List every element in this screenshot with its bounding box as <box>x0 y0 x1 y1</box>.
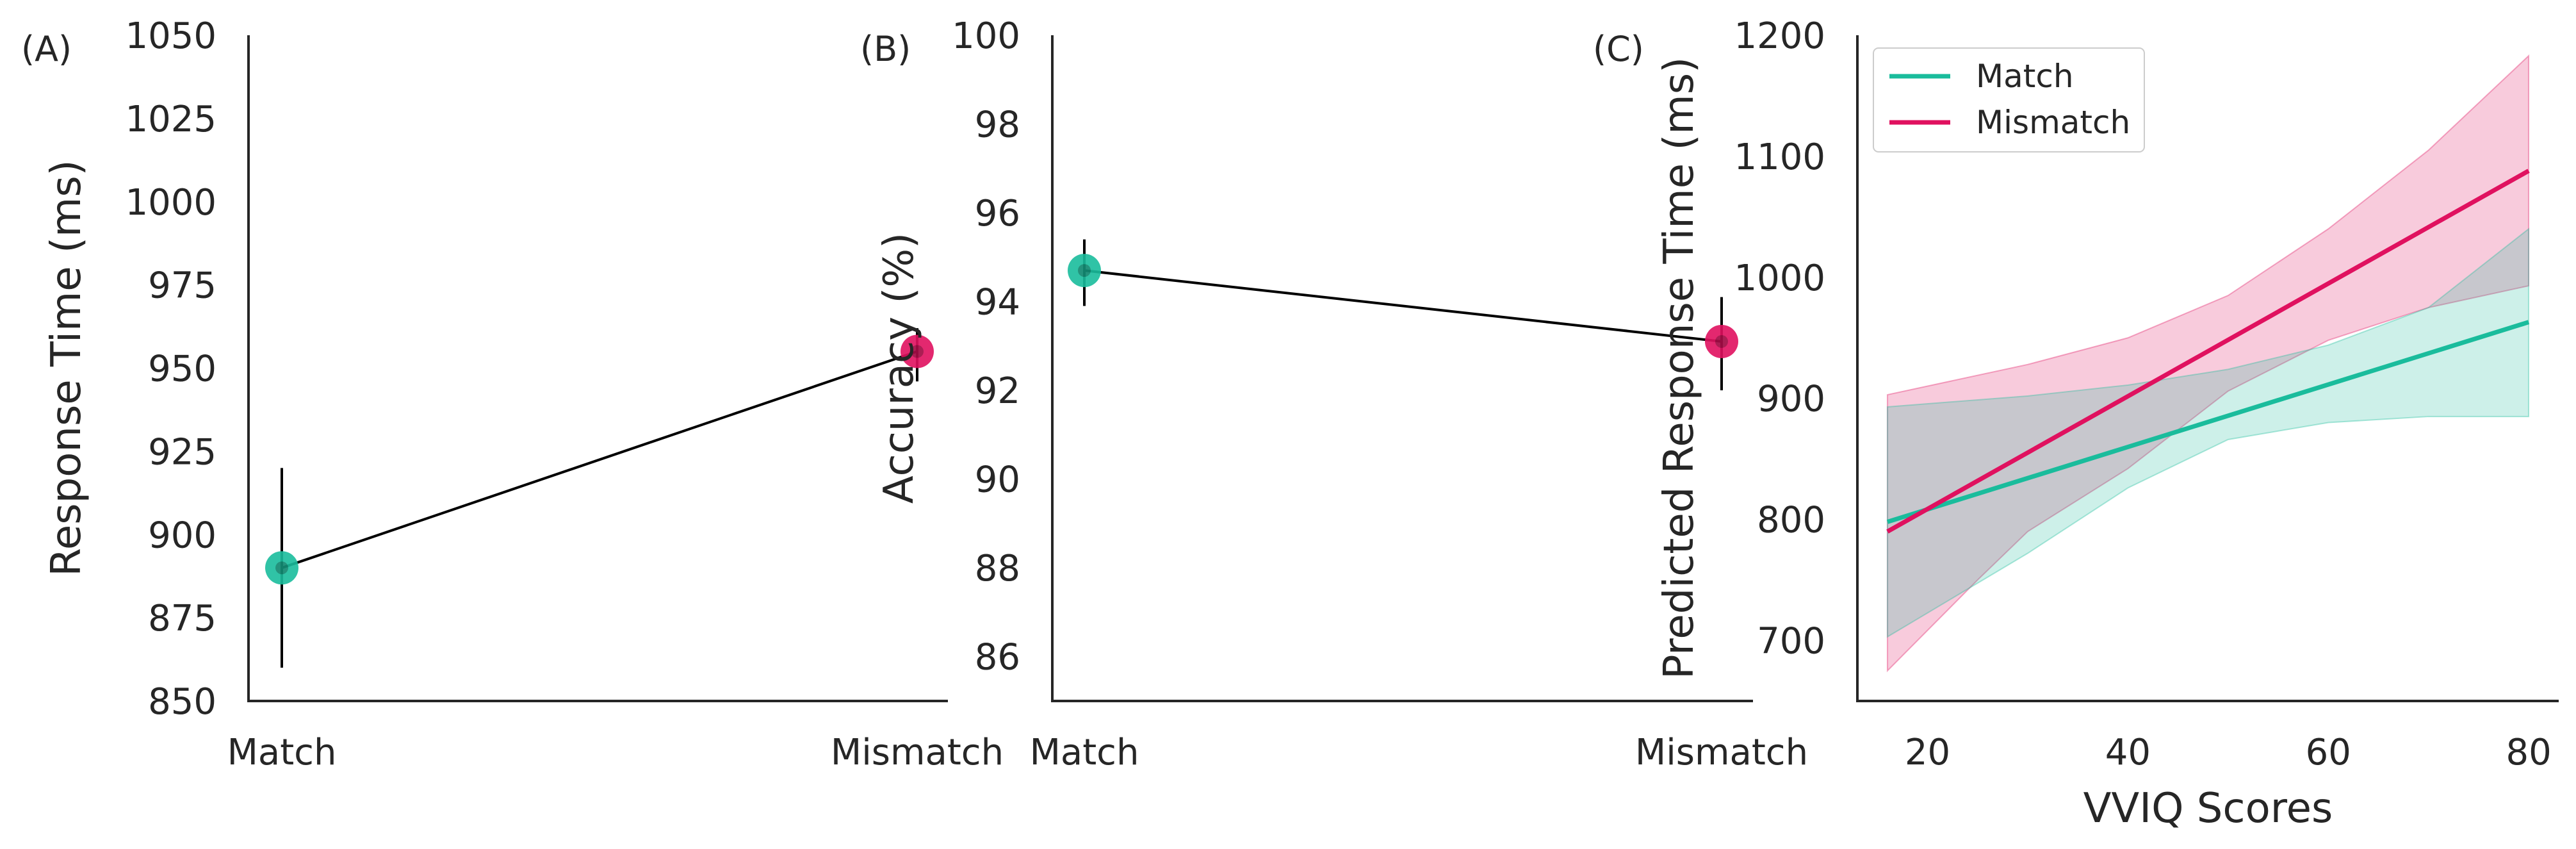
confidence-band-mismatch <box>1886 54 2530 673</box>
y-tick-label: 100 <box>952 15 1020 57</box>
connecting-line <box>281 350 918 570</box>
y-tick-label: 925 <box>148 431 216 473</box>
data-point-mismatch <box>901 334 934 368</box>
x-tick-label: Mismatch <box>1635 732 1808 773</box>
data-point-center <box>1715 334 1728 348</box>
x-tick-label: 80 <box>2506 732 2551 773</box>
y-tick-label: 975 <box>148 265 216 307</box>
y-axis-title: Predicted Response Time (ms) <box>1656 57 1703 679</box>
y-tick-label: 92 <box>975 370 1020 412</box>
legend-label-match: Match <box>1976 58 2074 95</box>
y-tick-label: 1000 <box>125 182 216 224</box>
x-tick-label: 40 <box>2105 732 2151 773</box>
y-tick-label: 800 <box>1757 500 1825 541</box>
x-axis-title: VVIQ Scores <box>2083 785 2333 832</box>
y-axis-title: Response Time (ms) <box>43 160 90 576</box>
y-tick-label: 1025 <box>125 99 216 140</box>
data-point-mismatch <box>1705 324 1738 358</box>
connecting-line <box>1084 269 1722 343</box>
x-tick-label: 20 <box>1905 732 1950 773</box>
y-tick-label: 950 <box>148 349 216 390</box>
data-point-center <box>911 345 924 358</box>
y-tick-label: 700 <box>1757 621 1825 663</box>
y-tick-label: 1000 <box>1734 258 1825 299</box>
x-tick-label: Mismatch <box>831 732 1004 773</box>
data-point-match <box>1068 254 1101 288</box>
data-point-match <box>265 551 298 585</box>
y-tick-label: 900 <box>1757 379 1825 420</box>
y-tick-label: 1200 <box>1734 15 1825 57</box>
y-axis-title: Accuracy (%) <box>876 233 923 504</box>
regression-line-match <box>1886 320 2530 524</box>
data-point-center <box>275 561 288 575</box>
y-tick-label: 1100 <box>1734 136 1825 178</box>
y-tick-label: 850 <box>148 681 216 723</box>
y-tick-label: 94 <box>975 282 1020 324</box>
panel-label: (C) <box>1593 29 1644 69</box>
x-tick-label: Match <box>1030 732 1139 773</box>
panel-label: (A) <box>21 29 72 69</box>
x-tick-label: Match <box>227 732 337 773</box>
legend: Match Mismatch <box>1873 47 2145 152</box>
y-tick-label: 86 <box>975 637 1020 679</box>
y-tick-label: 1050 <box>125 15 216 57</box>
y-tick-label: 98 <box>975 104 1020 146</box>
x-tick-label: 60 <box>2306 732 2351 773</box>
y-tick-label: 900 <box>148 515 216 556</box>
regression-line-mismatch <box>1886 169 2530 534</box>
y-tick-label: 96 <box>975 193 1020 235</box>
panel-label: (B) <box>860 29 911 69</box>
data-point-center <box>1078 264 1091 277</box>
y-tick-label: 875 <box>148 598 216 639</box>
y-tick-label: 88 <box>975 548 1020 589</box>
y-tick-label: 90 <box>975 459 1020 501</box>
legend-label-mismatch: Mismatch <box>1976 104 2130 141</box>
